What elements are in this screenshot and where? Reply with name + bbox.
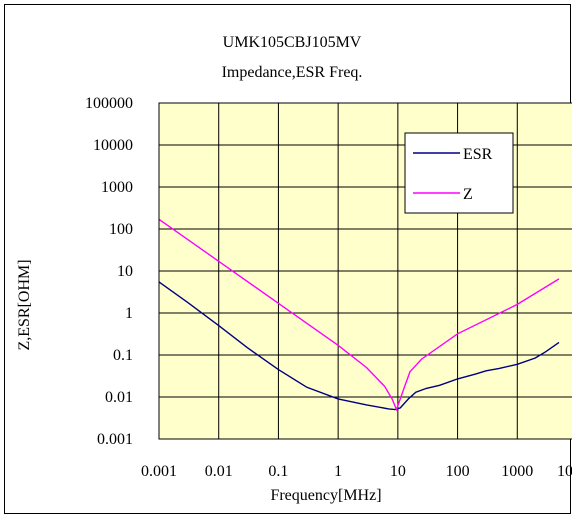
chart-subtitle: Impedance,ESR Freq. (222, 64, 363, 81)
y-tick-label: 0.01 (105, 389, 133, 406)
grid-lines (159, 103, 572, 439)
legend-box (404, 132, 514, 214)
x-tick-label: 10 (390, 463, 406, 480)
y-tick-label: 10 (117, 263, 133, 280)
plot-border (158, 102, 572, 440)
x-tick-label: 0.001 (141, 463, 177, 480)
x-axis-label: Frequency[MHz] (270, 487, 381, 504)
x-tick-label: 1 (334, 463, 342, 480)
y-tick-label: 1000 (101, 179, 133, 196)
x-tick-label: 0.1 (268, 463, 288, 480)
series-layer (158, 218, 560, 412)
x-tick-label: 10000 (557, 463, 572, 480)
y-axis-ticks: 0.001 0.01 0.1 1 10 100 1000 10000 100000 (85, 95, 133, 448)
x-tick-label: 100 (446, 463, 470, 480)
y-axis-label: Z,ESR[OHM] (16, 259, 33, 350)
y-tick-label: 1 (125, 305, 133, 322)
y-tick-label: 0.001 (97, 431, 133, 448)
x-tick-label: 1000 (501, 463, 533, 480)
y-tick-label: 0.1 (113, 347, 133, 364)
y-tick-label: 100 (109, 221, 133, 238)
series-line-esr (158, 281, 560, 411)
chart-title: UMK105CBJ105MV (223, 34, 362, 51)
chart-canvas: UMK105CBJ105MV Impedance,ESR Freq. 0.001… (16, 34, 572, 504)
y-tick-label: 100000 (85, 95, 133, 112)
legend-label-z: Z (463, 186, 473, 203)
legend-label-esr: ESR (463, 146, 493, 163)
legend: ESR Z (404, 132, 514, 214)
chart-frame: UMK105CBJ105MV Impedance,ESR Freq. 0.001… (4, 4, 572, 514)
series-line-z (158, 218, 560, 412)
y-tick-label: 10000 (93, 137, 133, 154)
x-axis-ticks: 0.001 0.01 0.1 1 10 100 1000 10000 (141, 463, 572, 480)
x-tick-label: 0.01 (205, 463, 233, 480)
